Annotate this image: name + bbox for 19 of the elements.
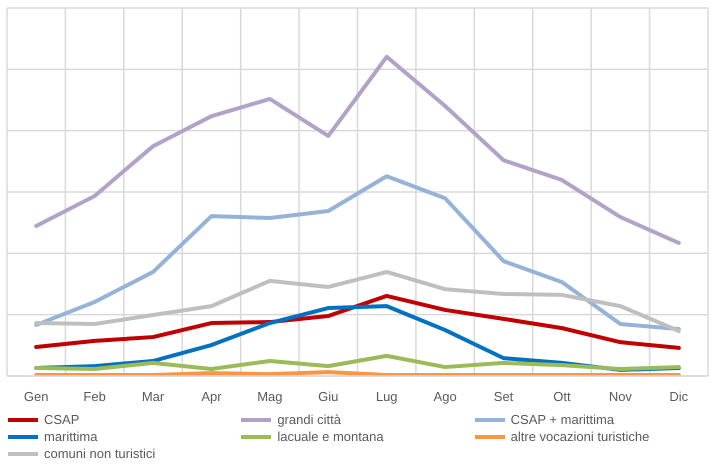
- x-tick-label: Set: [494, 389, 514, 404]
- x-tick-label: Feb: [83, 389, 106, 404]
- x-tick-label: Apr: [201, 389, 222, 404]
- legend-label: marittima: [44, 429, 98, 444]
- legend-label: comuni non turistici: [44, 446, 156, 461]
- x-tick-label: Ott: [553, 389, 572, 404]
- legend-label: CSAP + marittima: [510, 412, 614, 427]
- x-tick-label: Gen: [24, 389, 48, 404]
- x-tick-label: Mag: [257, 389, 283, 404]
- legend-label: grandi città: [277, 412, 341, 427]
- x-tick-label: Nov: [608, 389, 632, 404]
- x-tick-label: Giu: [318, 389, 338, 404]
- x-tick-label: Mar: [142, 389, 165, 404]
- x-tick-label: Lug: [376, 389, 398, 404]
- legend-label: lacuale e montana: [277, 429, 384, 444]
- legend-label: CSAP: [44, 412, 80, 427]
- legend-label: altre vocazioni turistiche: [510, 429, 650, 444]
- x-tick-label: Ago: [434, 389, 457, 404]
- x-tick-label: Dic: [669, 389, 689, 404]
